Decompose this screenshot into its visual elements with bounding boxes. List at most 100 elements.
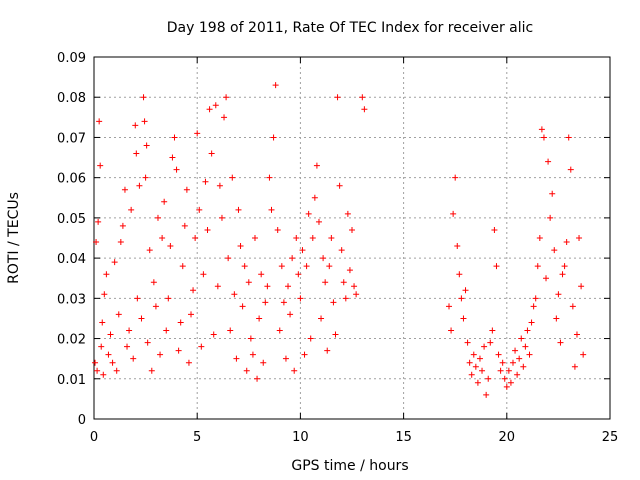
data-point (334, 94, 341, 101)
data-point (516, 355, 523, 362)
data-point (342, 295, 349, 302)
data-point (243, 367, 250, 374)
data-point (545, 158, 552, 165)
data-point (524, 327, 531, 334)
data-point (256, 315, 263, 322)
data-point (266, 174, 273, 181)
data-point (285, 283, 292, 290)
x-tick-label: 25 (602, 430, 619, 445)
data-point (536, 235, 543, 241)
data-point (282, 355, 289, 362)
data-point (212, 102, 219, 109)
data-point (454, 243, 461, 250)
y-tick-label: 0.08 (57, 91, 86, 106)
data-point (315, 218, 322, 225)
data-point (121, 186, 128, 193)
data-point (109, 359, 116, 366)
data-point (146, 247, 153, 254)
data-point (107, 331, 114, 338)
data-point (514, 371, 521, 378)
data-point (493, 263, 500, 270)
data-point (280, 299, 287, 306)
data-point (136, 182, 143, 189)
data-point (169, 154, 176, 161)
data-point (505, 367, 512, 374)
data-point (254, 375, 261, 382)
data-point (270, 134, 277, 141)
data-point (330, 299, 337, 306)
data-point (134, 295, 141, 302)
data-point (276, 327, 283, 334)
data-point (563, 239, 570, 246)
data-point (260, 359, 267, 366)
data-point (359, 94, 366, 101)
data-point (159, 235, 166, 241)
data-point (326, 263, 333, 270)
data-point (540, 134, 547, 141)
data-point (487, 339, 494, 346)
x-axis-title: GPS time / hours (291, 458, 408, 474)
data-point (313, 162, 320, 169)
data-point (520, 363, 527, 370)
data-point (532, 295, 539, 302)
data-point (470, 351, 477, 358)
data-point (458, 295, 465, 302)
data-point (573, 331, 580, 338)
y-tick-label: 0.01 (57, 373, 86, 388)
data-point (551, 247, 558, 254)
data-point (142, 174, 149, 181)
data-point (512, 347, 519, 354)
data-point (132, 122, 139, 129)
data-point (322, 279, 329, 286)
data-point (128, 206, 135, 213)
y-tick-label: 0.03 (57, 292, 86, 307)
data-point (462, 287, 469, 294)
data-point (303, 263, 310, 270)
data-point (258, 271, 265, 278)
data-point (291, 367, 298, 374)
data-point (115, 311, 122, 318)
data-point (214, 283, 221, 290)
data-point (179, 263, 186, 270)
data-point (324, 347, 331, 354)
data-point (332, 331, 339, 338)
x-tick-label: 15 (395, 430, 412, 445)
data-point (530, 303, 537, 310)
y-axis-title: ROTI / TECUs (6, 192, 22, 284)
data-point (456, 271, 463, 278)
data-point (188, 311, 195, 318)
data-point (559, 271, 566, 278)
data-point (241, 263, 248, 270)
data-point (361, 106, 368, 113)
chart-title: Day 198 of 2011, Rate Of TEC Index for r… (167, 20, 533, 36)
data-point (452, 174, 459, 181)
data-point (503, 383, 510, 390)
data-point (534, 263, 541, 270)
x-axis-ticks: 0 5 10 15 20 25 (90, 57, 618, 445)
data-point (111, 259, 118, 266)
data-point (126, 327, 133, 334)
data-point (305, 210, 312, 217)
data-point (299, 247, 306, 254)
data-point (190, 287, 197, 294)
data-point (103, 271, 110, 278)
data-point (549, 190, 556, 197)
data-point (216, 182, 223, 189)
data-point (538, 126, 545, 133)
data-point (143, 142, 150, 149)
y-tick-label: 0.04 (57, 252, 86, 267)
data-point (481, 343, 488, 350)
data-point (218, 214, 225, 221)
data-point (262, 299, 269, 306)
data-point (173, 166, 180, 173)
data-point (297, 295, 304, 302)
data-point (140, 94, 147, 101)
data-point (547, 214, 554, 221)
data-point (196, 206, 203, 213)
data-point (99, 319, 106, 326)
data-point (274, 226, 281, 233)
x-tick-label: 5 (193, 430, 201, 445)
data-point (528, 319, 535, 326)
data-point (94, 367, 101, 374)
data-point (464, 339, 471, 346)
